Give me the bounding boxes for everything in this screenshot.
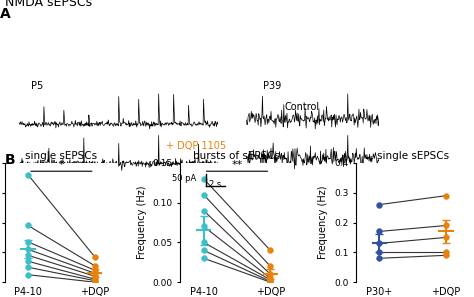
- Point: [200, 248, 208, 253]
- Point: [24, 265, 32, 270]
- Point: [375, 256, 383, 261]
- Point: [266, 279, 274, 284]
- Title: single sEPSCs: single sEPSCs: [25, 151, 98, 161]
- Point: [200, 224, 208, 229]
- Point: [24, 259, 32, 264]
- Point: [266, 280, 274, 285]
- Text: P39: P39: [263, 81, 282, 91]
- Point: [91, 278, 99, 283]
- Point: [200, 256, 208, 261]
- Text: + DQP 1105: + DQP 1105: [166, 140, 226, 151]
- Point: [24, 239, 32, 244]
- Point: [442, 223, 450, 228]
- Point: [24, 272, 32, 277]
- Point: [91, 280, 99, 285]
- Point: [442, 250, 450, 255]
- Point: [200, 192, 208, 197]
- Point: [91, 268, 99, 273]
- Text: B: B: [5, 153, 15, 167]
- Point: [91, 274, 99, 279]
- Text: **: **: [231, 160, 243, 170]
- Point: [91, 271, 99, 276]
- Point: [442, 193, 450, 198]
- Point: [375, 250, 383, 255]
- Point: [200, 240, 208, 245]
- Point: [266, 277, 274, 282]
- Point: [24, 247, 32, 252]
- Text: 2 s: 2 s: [209, 180, 221, 189]
- Text: NMDA sEPSCs: NMDA sEPSCs: [5, 0, 92, 9]
- Point: [266, 276, 274, 281]
- Point: [375, 229, 383, 234]
- Point: [266, 264, 274, 268]
- Text: A: A: [0, 7, 11, 21]
- Point: [91, 255, 99, 259]
- Point: [200, 176, 208, 181]
- Point: [24, 253, 32, 258]
- Point: [24, 223, 32, 228]
- Point: [442, 235, 450, 240]
- Text: *: *: [59, 160, 64, 170]
- Title: bursts of sEPSCs: bursts of sEPSCs: [193, 151, 281, 161]
- Point: [91, 263, 99, 268]
- Point: [442, 253, 450, 258]
- Y-axis label: Frequency (Hz): Frequency (Hz): [137, 186, 147, 259]
- Text: P5: P5: [31, 81, 43, 91]
- Title: single sEPSCs: single sEPSCs: [376, 151, 449, 161]
- Y-axis label: Frequency (Hz): Frequency (Hz): [319, 186, 328, 259]
- Point: [24, 173, 32, 177]
- Point: [375, 241, 383, 246]
- Point: [266, 248, 274, 253]
- Point: [375, 202, 383, 207]
- Point: [91, 277, 99, 282]
- Point: [266, 272, 274, 277]
- Text: Control: Control: [284, 102, 319, 112]
- Text: 50 pA: 50 pA: [173, 174, 197, 183]
- Point: [200, 208, 208, 213]
